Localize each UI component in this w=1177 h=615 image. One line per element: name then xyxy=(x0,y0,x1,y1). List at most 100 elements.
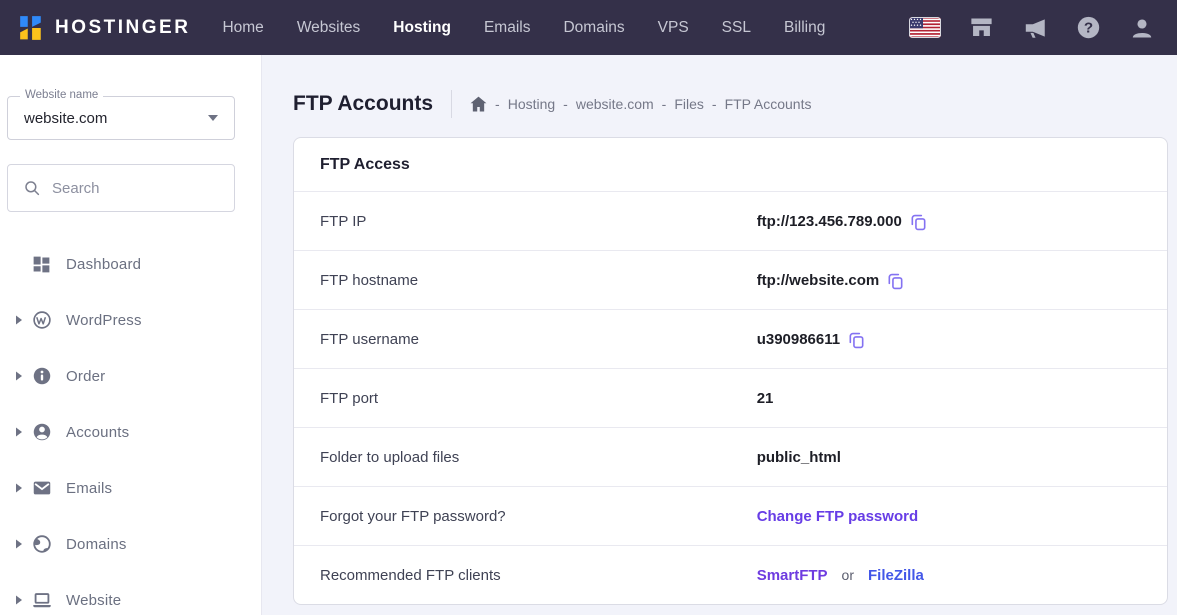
sidebar-item-label: Order xyxy=(66,367,106,385)
row-label: Recommended FTP clients xyxy=(320,566,501,584)
row-label: FTP username xyxy=(320,330,419,348)
sidebar-menu: Dashboard WordPress xyxy=(0,236,261,615)
ftp-hostname-value: ftp://website.com xyxy=(756,271,880,289)
sidebar-item-website[interactable]: Website xyxy=(0,572,261,615)
smartftp-link[interactable]: SmartFTP xyxy=(756,566,828,584)
breadcrumb-current: FTP Accounts xyxy=(724,96,812,112)
wordpress-icon xyxy=(31,309,53,331)
chevron-down-icon xyxy=(208,115,218,121)
ftp-hostname-row: FTP hostname ftp://website.com xyxy=(294,250,1167,309)
row-value: u390986611 xyxy=(757,330,866,349)
breadcrumb: - Hosting - website.com - Files - FTP Ac… xyxy=(470,96,811,112)
sidebar-item-label: WordPress xyxy=(66,311,142,329)
card-title: FTP Access xyxy=(320,155,410,173)
row-value: ftp://123.456.789.000 xyxy=(757,212,928,231)
chevron-right-icon xyxy=(14,371,24,381)
sidebar-search xyxy=(7,164,235,212)
sidebar-item-dashboard[interactable]: Dashboard xyxy=(0,236,261,292)
hostinger-logo[interactable]: HOSTINGER xyxy=(18,15,190,41)
nav-domains[interactable]: Domains xyxy=(563,18,625,36)
chevron-right-icon xyxy=(14,315,24,325)
breadcrumb-separator: - xyxy=(711,96,717,112)
main-content: FTP Accounts - Hosting - website.com - F… xyxy=(262,55,1177,615)
sidebar-item-label: Dashboard xyxy=(66,255,142,273)
row-label: FTP IP xyxy=(320,212,367,230)
dashboard-icon xyxy=(31,254,53,275)
chevron-right-icon xyxy=(14,427,24,437)
profile-icon[interactable] xyxy=(1129,15,1155,41)
sidebar-item-label: Accounts xyxy=(66,423,130,441)
copy-icon[interactable] xyxy=(909,212,928,231)
globe-icon xyxy=(31,533,53,555)
brand-name: HOSTINGER xyxy=(55,16,191,38)
top-icons: ? xyxy=(909,14,1155,41)
breadcrumb-hosting[interactable]: Hosting xyxy=(507,96,556,112)
upload-folder-value: public_html xyxy=(756,448,841,466)
sidebar-item-order[interactable]: Order xyxy=(0,348,261,404)
or-separator: or xyxy=(841,567,854,583)
sidebar-item-label: Website xyxy=(66,591,122,609)
website-name-select[interactable]: Website name website.com xyxy=(7,89,235,140)
copy-icon[interactable] xyxy=(847,330,866,349)
copy-icon[interactable] xyxy=(886,271,905,290)
row-label: Forgot your FTP password? xyxy=(320,507,506,525)
row-value: ftp://website.com xyxy=(757,271,906,290)
nav-billing[interactable]: Billing xyxy=(783,18,826,36)
ftp-access-card: FTP Access FTP IP ftp://123.456.789.000 … xyxy=(293,137,1168,605)
breadcrumb-files[interactable]: Files xyxy=(674,96,704,112)
help-icon[interactable]: ? xyxy=(1075,14,1102,41)
ftp-username-row: FTP username u390986611 xyxy=(294,309,1167,368)
chevron-right-icon xyxy=(14,595,24,605)
page-header: FTP Accounts - Hosting - website.com - F… xyxy=(293,90,1168,118)
filezilla-link[interactable]: FileZilla xyxy=(868,566,924,584)
svg-text:?: ? xyxy=(1084,19,1093,36)
sidebar-item-accounts[interactable]: Accounts xyxy=(0,404,261,460)
breadcrumb-website[interactable]: website.com xyxy=(575,96,654,112)
row-value: public_html xyxy=(757,449,841,466)
ftp-port-value: 21 xyxy=(756,389,774,407)
envelope-icon xyxy=(31,477,53,499)
nav-emails[interactable]: Emails xyxy=(483,18,531,36)
forgot-password-row: Forgot your FTP password? Change FTP pas… xyxy=(294,486,1167,545)
nav-vps[interactable]: VPS xyxy=(657,18,689,36)
top-navbar: HOSTINGER Home Websites Hosting Emails D… xyxy=(0,0,1177,55)
website-name-label: Website name xyxy=(20,89,104,101)
sidebar-item-emails[interactable]: Emails xyxy=(0,460,261,516)
search-icon xyxy=(23,179,41,197)
chevron-right-icon xyxy=(14,483,24,493)
row-label: Folder to upload files xyxy=(320,448,460,466)
sidebar-item-domains[interactable]: Domains xyxy=(0,516,261,572)
nav-ssl[interactable]: SSL xyxy=(721,18,751,36)
row-value: 21 xyxy=(757,390,774,407)
row-label: FTP hostname xyxy=(320,271,419,289)
person-circle-icon xyxy=(31,421,53,443)
sidebar-item-wordpress[interactable]: WordPress xyxy=(0,292,261,348)
nav-hosting[interactable]: Hosting xyxy=(393,18,451,36)
nav-websites[interactable]: Websites xyxy=(296,18,361,36)
chevron-right-icon xyxy=(14,539,24,549)
info-circle-icon xyxy=(31,365,53,387)
sidebar-item-label: Domains xyxy=(66,535,127,553)
change-ftp-password-link[interactable]: Change FTP password xyxy=(756,507,919,525)
us-flag-icon[interactable] xyxy=(909,17,941,38)
home-icon[interactable] xyxy=(470,96,487,112)
breadcrumb-separator: - xyxy=(563,96,568,112)
hostinger-h-icon xyxy=(18,15,44,41)
header-divider xyxy=(451,90,453,118)
breadcrumb-separator: - xyxy=(495,96,500,112)
breadcrumb-separator: - xyxy=(661,96,667,112)
ftp-ip-value: ftp://123.456.789.000 xyxy=(756,212,902,230)
upload-folder-row: Folder to upload files public_html xyxy=(294,427,1167,486)
announcements-icon[interactable] xyxy=(1022,15,1048,41)
top-nav: Home Websites Hosting Emails Domains VPS… xyxy=(222,19,825,37)
nav-home[interactable]: Home xyxy=(222,18,264,36)
row-value: SmartFTP or FileZilla xyxy=(757,567,924,584)
ftp-port-row: FTP port 21 xyxy=(294,368,1167,427)
row-value: Change FTP password xyxy=(757,508,918,525)
search-input[interactable] xyxy=(52,179,219,197)
recommended-clients-row: Recommended FTP clients SmartFTP or File… xyxy=(294,545,1167,604)
laptop-icon xyxy=(31,589,53,611)
row-label: FTP port xyxy=(320,389,379,407)
store-icon[interactable] xyxy=(968,14,995,41)
